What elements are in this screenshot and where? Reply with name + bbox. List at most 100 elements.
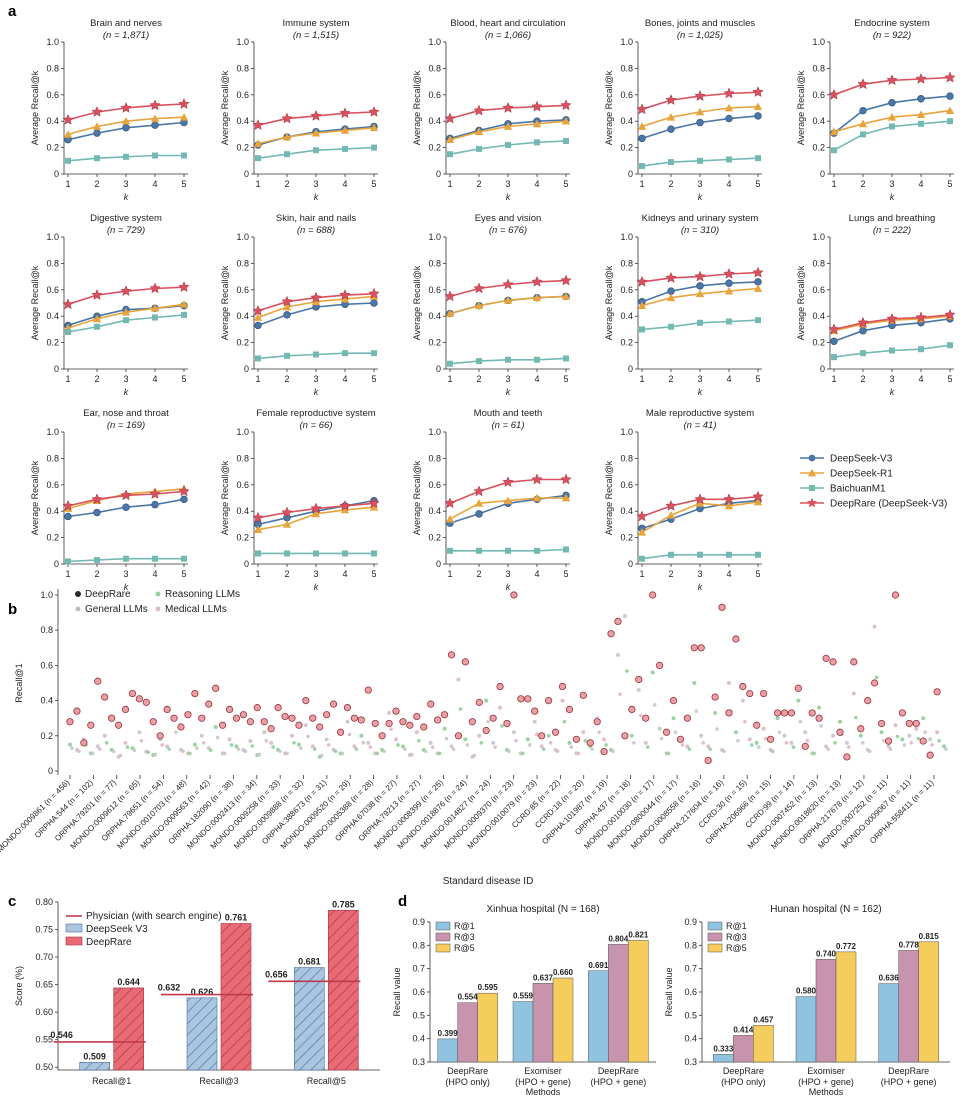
point-r1 xyxy=(753,102,763,111)
point-deeprare xyxy=(718,603,726,611)
point-deeprare xyxy=(891,591,900,599)
point-other-llm xyxy=(555,749,560,754)
point-other-llm xyxy=(944,747,948,751)
x-tick-label: (HPO only) xyxy=(721,1077,766,1087)
subplot-n: (n = 676) xyxy=(489,225,527,236)
point-r1 xyxy=(474,127,484,136)
x-tick-label: 1 xyxy=(255,179,260,189)
axes xyxy=(63,237,188,370)
point-deeprare xyxy=(219,721,227,729)
y-tick-label: 0.80 xyxy=(35,897,53,907)
bar-label: 0.804 xyxy=(608,934,629,943)
x-axis-label: k xyxy=(698,582,703,592)
bar-label: 0.821 xyxy=(628,930,649,939)
x-tick-label: 1 xyxy=(447,179,452,189)
point-dr xyxy=(828,323,840,335)
x-tick-label: DeepRare xyxy=(888,1066,929,1076)
point-bc xyxy=(371,550,377,557)
point-dr xyxy=(502,278,514,290)
point-other-llm xyxy=(872,624,877,629)
legend-swatch xyxy=(435,932,451,942)
subplot-n: (n = 729) xyxy=(107,225,145,236)
subplot-n: (n = 1,025) xyxy=(677,30,723,41)
point-bc xyxy=(152,152,158,159)
point-bc xyxy=(668,159,674,166)
point-dr xyxy=(252,304,264,316)
subplot-n: (n = 1,066) xyxy=(485,30,531,41)
point-other-llm xyxy=(139,738,144,743)
point-other-llm xyxy=(581,730,586,735)
point-other-llm xyxy=(479,741,484,745)
point-other-llm xyxy=(888,747,893,751)
bar-deeprare xyxy=(113,987,144,1071)
point-bc xyxy=(639,555,645,562)
panel-label-c: c xyxy=(8,893,16,910)
point-other-llm xyxy=(264,738,269,743)
point-other-llm xyxy=(657,726,662,731)
legend-swatch xyxy=(435,943,451,953)
point-other-llm xyxy=(354,747,359,751)
x-tick-label: (HPO only) xyxy=(445,1077,490,1087)
x-tick-label: 5 xyxy=(755,179,760,189)
point-other-llm xyxy=(942,744,946,749)
subplot-1: Brain and nerves(n = 1,871) 0 0.2 0.4 0.6 0.8… xyxy=(30,18,190,202)
point-other-llm xyxy=(477,733,482,738)
point-deeprare xyxy=(877,719,886,728)
subplot-title: Bones, joints and muscles xyxy=(645,18,756,29)
y-tick-label: 0.6 xyxy=(40,660,53,670)
point-bc xyxy=(65,157,71,164)
point-deeprare xyxy=(683,714,691,722)
y-tick-label: 0 xyxy=(54,169,59,179)
point-other-llm xyxy=(368,745,373,749)
point-dr xyxy=(149,487,161,499)
point-r1 xyxy=(637,122,647,130)
point-bc xyxy=(755,317,761,324)
point-deeprare xyxy=(101,693,109,701)
point-deeprare xyxy=(496,682,504,691)
point-r1 xyxy=(945,106,955,114)
x-tick-label: 1 xyxy=(831,179,836,189)
point-r1 xyxy=(474,301,484,309)
point-bc xyxy=(476,358,482,365)
point-other-llm xyxy=(921,716,926,721)
y-tick-label: 0.2 xyxy=(620,338,633,348)
y-tick-label: 0.8 xyxy=(46,258,59,268)
point-dr xyxy=(120,489,132,501)
bar-deepseek-v3 xyxy=(294,967,325,1071)
point-r1 xyxy=(150,304,160,312)
y-tick-label: 0.8 xyxy=(236,453,249,463)
point-other-llm xyxy=(511,730,516,735)
point-deeprare xyxy=(198,714,206,722)
point-r1 xyxy=(311,297,321,306)
point-other-llm xyxy=(699,733,704,738)
subplot-5: Endocrine system(n = 922) 0 0.2 0.4 0.6 0.8 1.… xyxy=(796,18,956,202)
point-deeprare xyxy=(545,696,553,705)
point-deeprare xyxy=(205,700,213,708)
point-deeprare xyxy=(80,739,88,747)
y-tick-label: 0.6 xyxy=(812,90,825,100)
y-axis-label: Average Recall@k xyxy=(796,265,806,340)
legend-swatch xyxy=(65,923,83,933)
y-tick-label: 0.6 xyxy=(812,285,825,295)
point-other-llm xyxy=(736,738,740,743)
point-deeprare xyxy=(434,716,442,724)
x-tick-label: 5 xyxy=(181,374,186,384)
x-tick-label: 4 xyxy=(534,179,539,189)
x-axis-label: k xyxy=(890,387,895,397)
x-tick-label: 2 xyxy=(668,569,673,579)
point-other-llm xyxy=(777,730,782,735)
point-other-llm xyxy=(382,749,386,754)
x-tick-label: 4 xyxy=(918,374,923,384)
y-tick-label: 1.0 xyxy=(812,37,825,47)
y-tick-label: 0 xyxy=(436,559,441,569)
point-bc xyxy=(668,551,674,558)
y-tick-label: 0.2 xyxy=(40,731,53,741)
point-other-llm xyxy=(234,744,239,749)
point-dr xyxy=(694,493,706,505)
x-tick-label: 4 xyxy=(152,569,157,579)
y-tick-label: 0.4 xyxy=(236,116,249,126)
point-deeprare xyxy=(177,723,185,731)
point-other-llm xyxy=(837,719,842,724)
point-other-llm xyxy=(215,735,220,740)
y-tick-label: 0.8 xyxy=(620,63,633,73)
